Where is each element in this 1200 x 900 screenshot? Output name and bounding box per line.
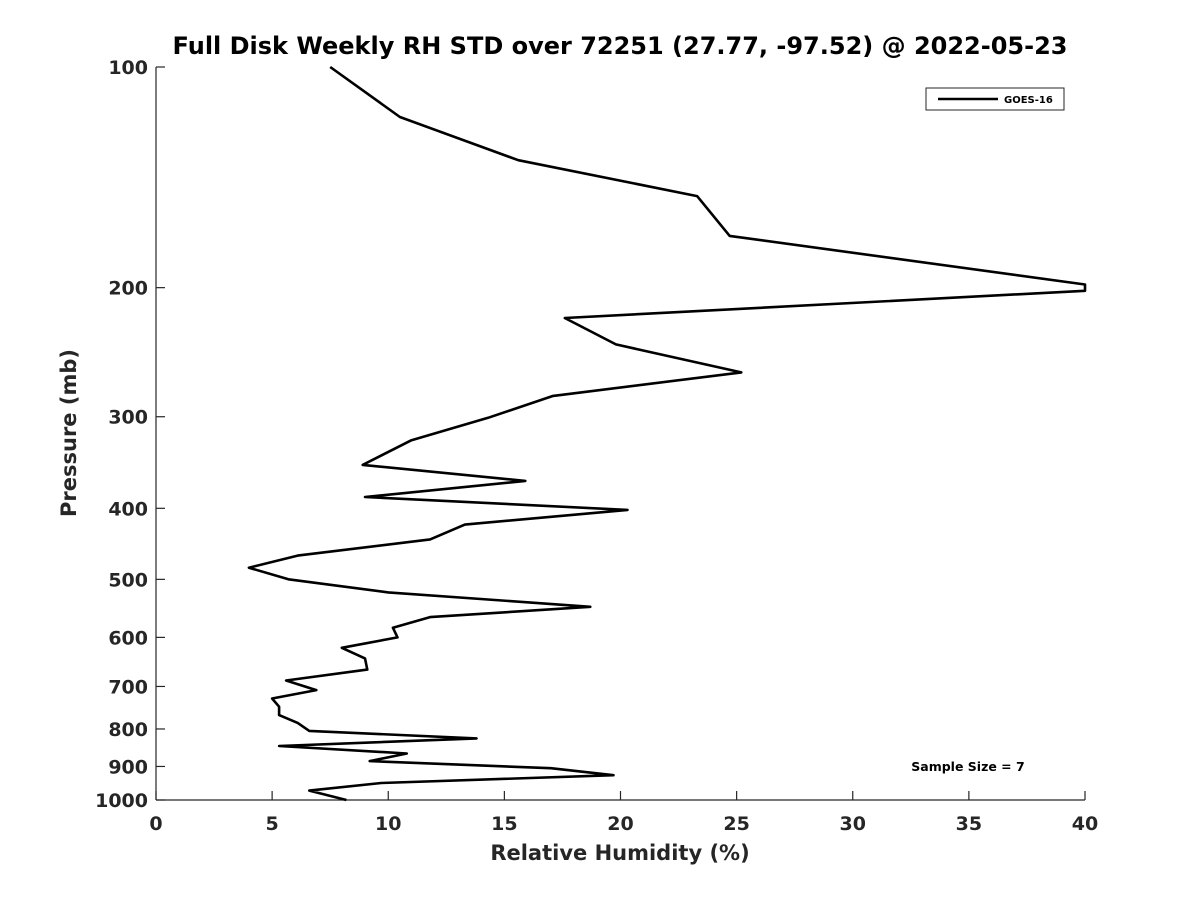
- series-layer: [247, 65, 1087, 802]
- y-tick-label-300: 300: [108, 407, 148, 429]
- y-tick-label-100: 100: [108, 57, 148, 79]
- legend: GOES-16: [925, 87, 1065, 111]
- plot-area: [156, 67, 1085, 800]
- x-axis-label: Relative Humidity (%): [490, 841, 749, 865]
- y-tick-label-900: 900: [108, 756, 148, 778]
- x-tick-label-40: 40: [1072, 813, 1098, 835]
- legend-label-goes-16: GOES-16: [1004, 95, 1053, 106]
- chart-title: Full Disk Weekly RH STD over 72251 (27.7…: [173, 32, 1068, 60]
- x-tick-label-30: 30: [840, 813, 866, 835]
- y-tick-label-800: 800: [108, 719, 148, 741]
- x-tick-label-5: 5: [266, 813, 279, 835]
- x-tick-label-35: 35: [956, 813, 982, 835]
- y-tick-label-500: 500: [108, 569, 148, 591]
- x-axis-ticks: 0 5 10 15 20 25 30 35 40: [149, 791, 1098, 835]
- y-tick-label-600: 600: [108, 627, 148, 649]
- y-tick-label-1000: 1000: [95, 790, 148, 812]
- x-tick-label-20: 20: [607, 813, 633, 835]
- y-axis-ticks: 100 200 300 400 500 600 700 800 900 1000: [95, 57, 165, 812]
- y-tick-label-400: 400: [108, 498, 148, 520]
- y-axis-label: Pressure (mb): [57, 349, 81, 517]
- series-line-goes-16: [247, 65, 1087, 802]
- y-tick-label-200: 200: [108, 278, 148, 300]
- x-tick-label-10: 10: [375, 813, 401, 835]
- x-tick-label-15: 15: [491, 813, 517, 835]
- x-tick-label-25: 25: [723, 813, 749, 835]
- x-tick-label-0: 0: [149, 813, 162, 835]
- sample-size-annotation: Sample Size = 7: [911, 759, 1024, 774]
- y-tick-label-700: 700: [108, 676, 148, 698]
